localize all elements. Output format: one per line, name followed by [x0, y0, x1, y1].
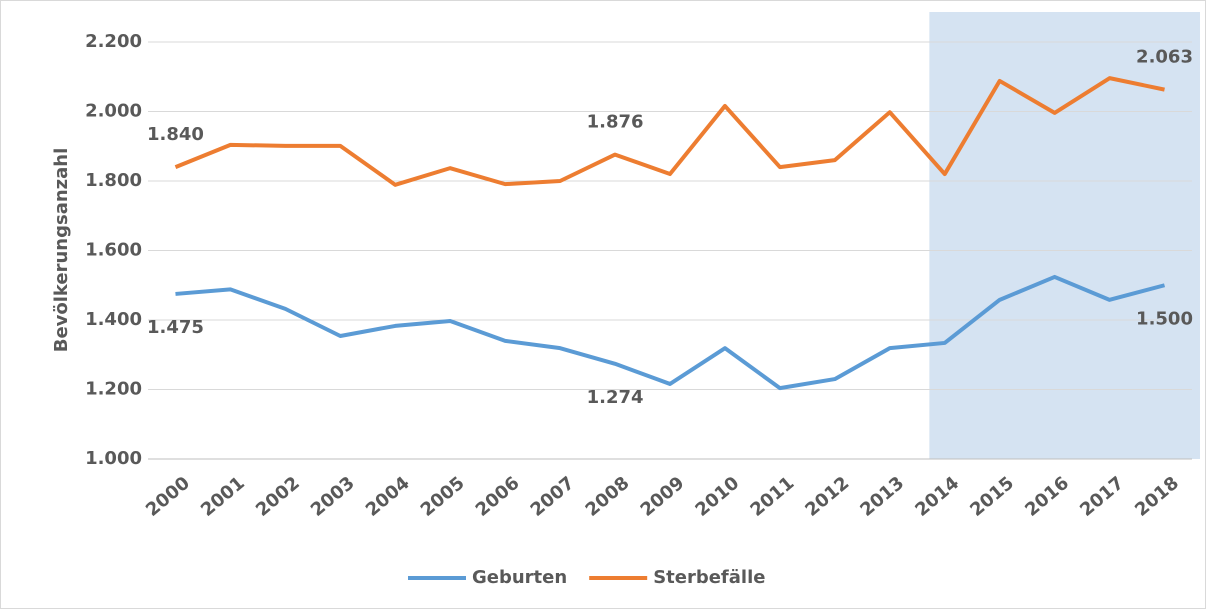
y-tick-label: 1.000 [85, 448, 142, 469]
highlight-region [929, 12, 1200, 459]
legend-label: Geburten [472, 567, 567, 588]
data-label: 1.475 [147, 317, 204, 338]
y-tick-label: 1.400 [85, 309, 142, 330]
y-tick-label: 2.200 [85, 31, 142, 52]
data-label: 1.876 [587, 112, 644, 133]
data-label: 1.500 [1136, 308, 1193, 329]
series-line [174, 76, 1165, 187]
series-line [175, 274, 1166, 391]
y-tick-label: 1.800 [85, 170, 142, 191]
y-tick-label: 1.200 [85, 379, 142, 400]
data-label: 1.840 [147, 124, 204, 145]
y-tick-label: 1.600 [85, 240, 142, 261]
y-axis-label: Bevölkerungsanzahl [51, 148, 72, 353]
data-label: 1.274 [587, 387, 644, 408]
legend-label: Sterbefälle [653, 567, 765, 588]
data-label: 2.063 [1136, 47, 1193, 68]
y-tick-label: 2.000 [85, 101, 142, 122]
